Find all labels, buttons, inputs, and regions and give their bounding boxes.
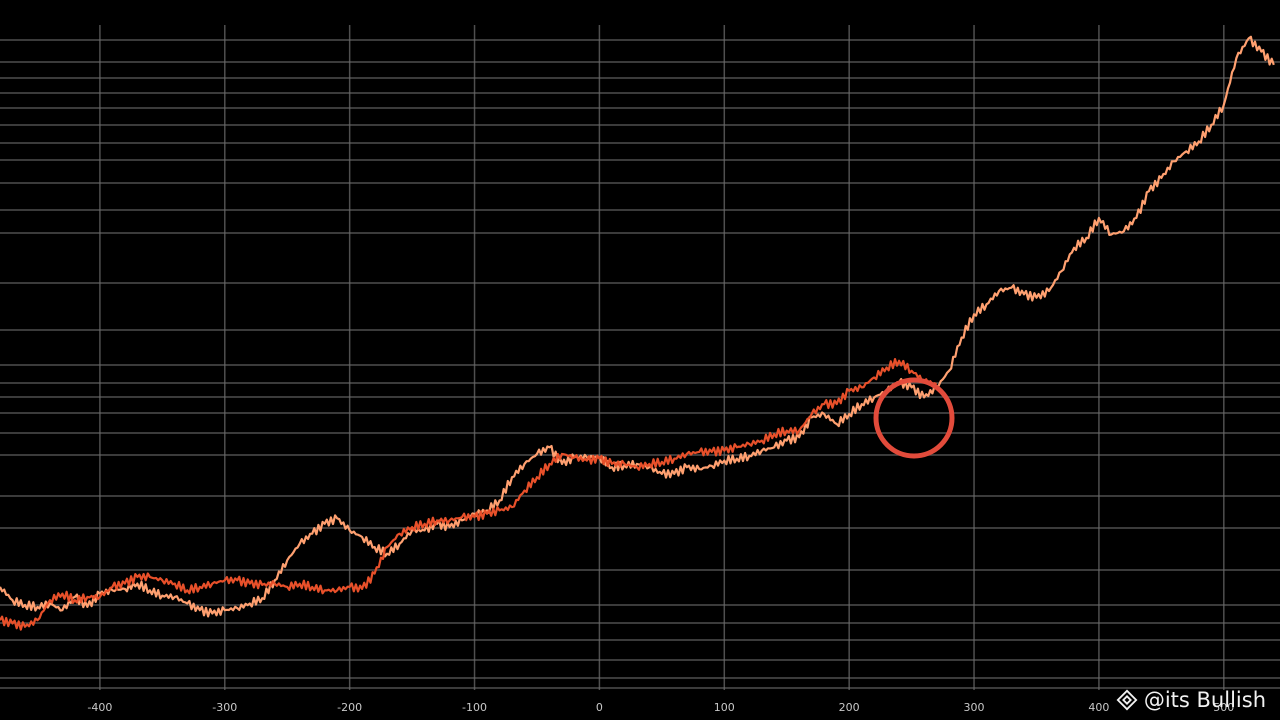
watermark-text: @its Bullish [1143,688,1266,712]
x-tick-label: 300 [964,701,985,714]
x-axis-tick-labels: -400 -300 -200 -100 0 100 200 300 400 500 [87,701,1234,714]
horizontal-gridlines [0,39,1280,689]
x-tick-label: 200 [839,701,860,714]
highlight-circle [873,377,955,459]
vertical-gridlines [99,25,1225,690]
watermark: @its Bullish [1116,688,1266,712]
x-tick-label: 0 [596,701,603,714]
series-line-2 [0,358,938,631]
series-line-1 [0,35,1275,618]
binance-diamond-icon [1116,689,1138,711]
x-tick-label: 400 [1088,701,1109,714]
x-tick-label: -100 [462,701,487,714]
x-tick-label: -200 [337,701,362,714]
x-tick-label: 100 [714,701,735,714]
x-tick-label: -400 [87,701,112,714]
x-tick-label: 500 [1213,701,1234,714]
x-tick-label: -300 [212,701,237,714]
series-layer [0,35,1275,631]
